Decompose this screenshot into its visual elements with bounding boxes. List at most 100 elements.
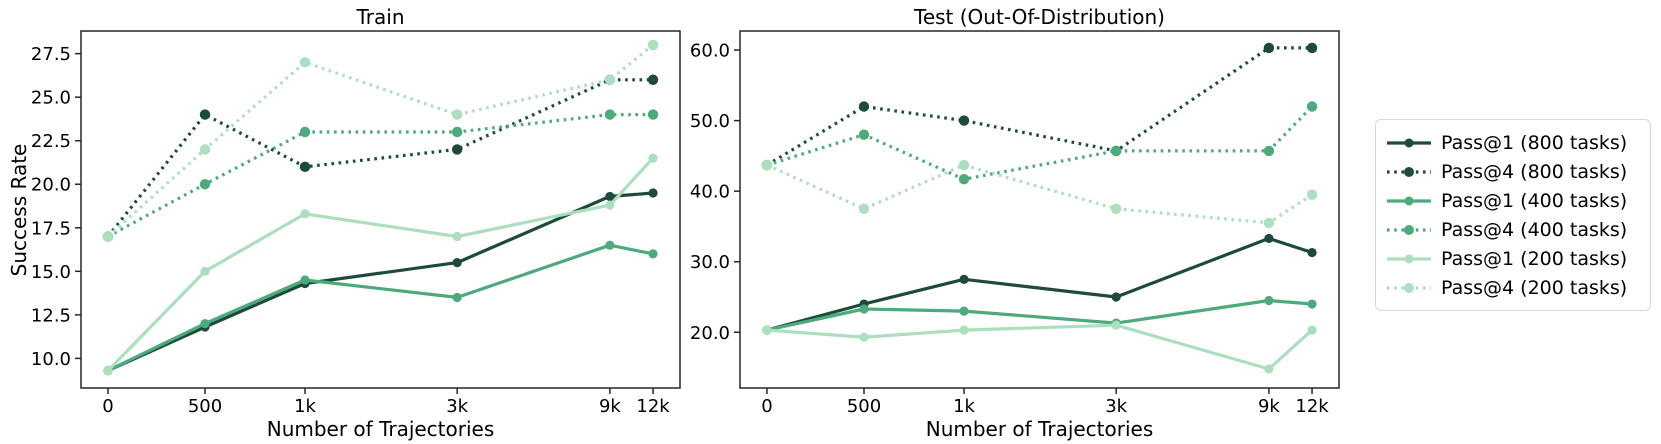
series-line — [766, 46, 1312, 167]
data-point-marker — [451, 109, 463, 120]
legend-label: Pass@1 (200 tasks) — [1441, 247, 1628, 270]
data-point-marker — [200, 318, 210, 329]
test-chart-title: Test (Out-Of-Distribution) — [914, 5, 1165, 29]
data-point-marker — [1264, 233, 1274, 244]
data-point-marker — [647, 74, 659, 85]
data-point-marker — [648, 153, 658, 163]
legend-swatch-dotted-line — [1387, 282, 1431, 293]
data-point-marker — [452, 258, 462, 268]
series-pass-1-200-tasks — [762, 320, 1317, 374]
data-point-marker — [452, 231, 462, 242]
data-point-marker — [1111, 292, 1121, 302]
test-x-axis-label: Number of Trajectories — [925, 417, 1154, 441]
data-point-marker — [1263, 42, 1275, 54]
y-tick-label: 27.5 — [31, 44, 71, 65]
data-point-marker — [1307, 325, 1317, 335]
y-tick-label: 15.0 — [31, 262, 71, 283]
data-point-marker — [1111, 320, 1121, 330]
legend-item: Pass@4 (800 tasks) — [1386, 157, 1638, 186]
data-point-marker — [300, 209, 310, 219]
series-line — [766, 236, 1313, 332]
data-point-marker — [648, 249, 658, 259]
legend-item: Pass@1 (400 tasks) — [1386, 186, 1638, 215]
x-tick-label: 0 — [102, 396, 113, 417]
data-point-marker — [1110, 203, 1122, 214]
series-pass-1-200-tasks — [103, 153, 658, 376]
series-pass-4-800-tasks — [102, 74, 659, 242]
series-pass-4-400-tasks — [102, 109, 659, 242]
legend-marker — [1404, 196, 1414, 205]
data-point-marker — [199, 179, 211, 190]
series-line — [107, 191, 654, 373]
y-tick-label: 30.0 — [690, 252, 730, 273]
y-tick-label: 10.0 — [31, 349, 71, 370]
data-point-marker — [1110, 145, 1122, 157]
series-line — [107, 243, 654, 373]
series-line — [766, 163, 1313, 225]
data-point-marker — [299, 161, 311, 173]
y-tick-label: 50.0 — [690, 111, 730, 132]
data-point-marker — [858, 129, 870, 140]
plot-border — [739, 30, 1340, 389]
series-line — [106, 43, 655, 238]
legend-marker — [1404, 282, 1414, 293]
y-tick-label: 20.0 — [31, 175, 71, 196]
train-chart-title: Train — [356, 5, 405, 29]
series-pass-4-400-tasks — [761, 101, 1318, 185]
y-tick-label: 20.0 — [690, 323, 730, 344]
data-point-marker — [959, 274, 969, 284]
legend-label: Pass@1 (400 tasks) — [1441, 189, 1628, 212]
data-point-marker — [605, 240, 615, 250]
data-point-marker — [959, 325, 969, 335]
legend-label: Pass@4 (400 tasks) — [1441, 218, 1628, 241]
data-point-marker — [762, 325, 772, 335]
series-pass-1-400-tasks — [103, 240, 658, 376]
data-point-marker — [647, 39, 659, 51]
data-point-marker — [452, 292, 462, 303]
y-axis-label: Success Rate — [7, 143, 31, 276]
y-tick-label: 40.0 — [690, 182, 730, 203]
data-point-marker — [761, 159, 773, 171]
data-point-marker — [1306, 42, 1318, 54]
legend-label: Pass@4 (200 tasks) — [1441, 276, 1628, 299]
data-point-marker — [299, 126, 311, 138]
data-point-marker — [648, 188, 658, 198]
x-tick-label: 9k — [1258, 396, 1280, 417]
legend-marker — [1404, 254, 1414, 263]
legend-marker — [1404, 166, 1414, 177]
legend-swatch-solid-line — [1387, 138, 1431, 147]
x-tick-label: 12k — [1295, 396, 1329, 417]
legend-label: Pass@4 (800 tasks) — [1441, 160, 1628, 183]
legend-swatch-dotted-line — [1387, 166, 1431, 177]
x-tick-label: 500 — [847, 396, 881, 417]
data-point-marker — [200, 266, 210, 276]
data-point-marker — [858, 203, 870, 214]
series-pass-1-800-tasks — [762, 233, 1317, 335]
y-tick-label: 17.5 — [31, 218, 71, 239]
data-point-marker — [1306, 189, 1318, 200]
series-line — [106, 78, 653, 238]
series-line — [766, 323, 1314, 371]
data-point-marker — [299, 57, 311, 68]
legend-marker — [1404, 138, 1414, 147]
y-tick-label: 25.0 — [31, 88, 71, 109]
plot-border — [80, 30, 681, 389]
legend-item: Pass@4 (200 tasks) — [1386, 273, 1638, 302]
data-point-marker — [604, 109, 616, 120]
data-point-marker — [1307, 299, 1317, 309]
legend-item: Pass@4 (400 tasks) — [1386, 215, 1638, 244]
x-tick-label: 3k — [1105, 396, 1127, 417]
series-pass-4-200-tasks — [102, 39, 659, 242]
data-point-marker — [1263, 217, 1275, 229]
chart-train: 10.0 12.5 15.0 17.5 20.0 22.5 25.0 27.5 0 500 1k 3k… — [31, 30, 681, 417]
data-point-marker — [647, 109, 659, 120]
data-point-marker — [958, 159, 970, 171]
x-tick-label: 12k — [636, 396, 670, 417]
series-pass-1-800-tasks — [103, 188, 658, 376]
x-tick-label: 1k — [953, 396, 975, 417]
data-point-marker — [1264, 295, 1274, 306]
data-point-marker — [858, 101, 870, 112]
series-line — [766, 298, 1313, 332]
